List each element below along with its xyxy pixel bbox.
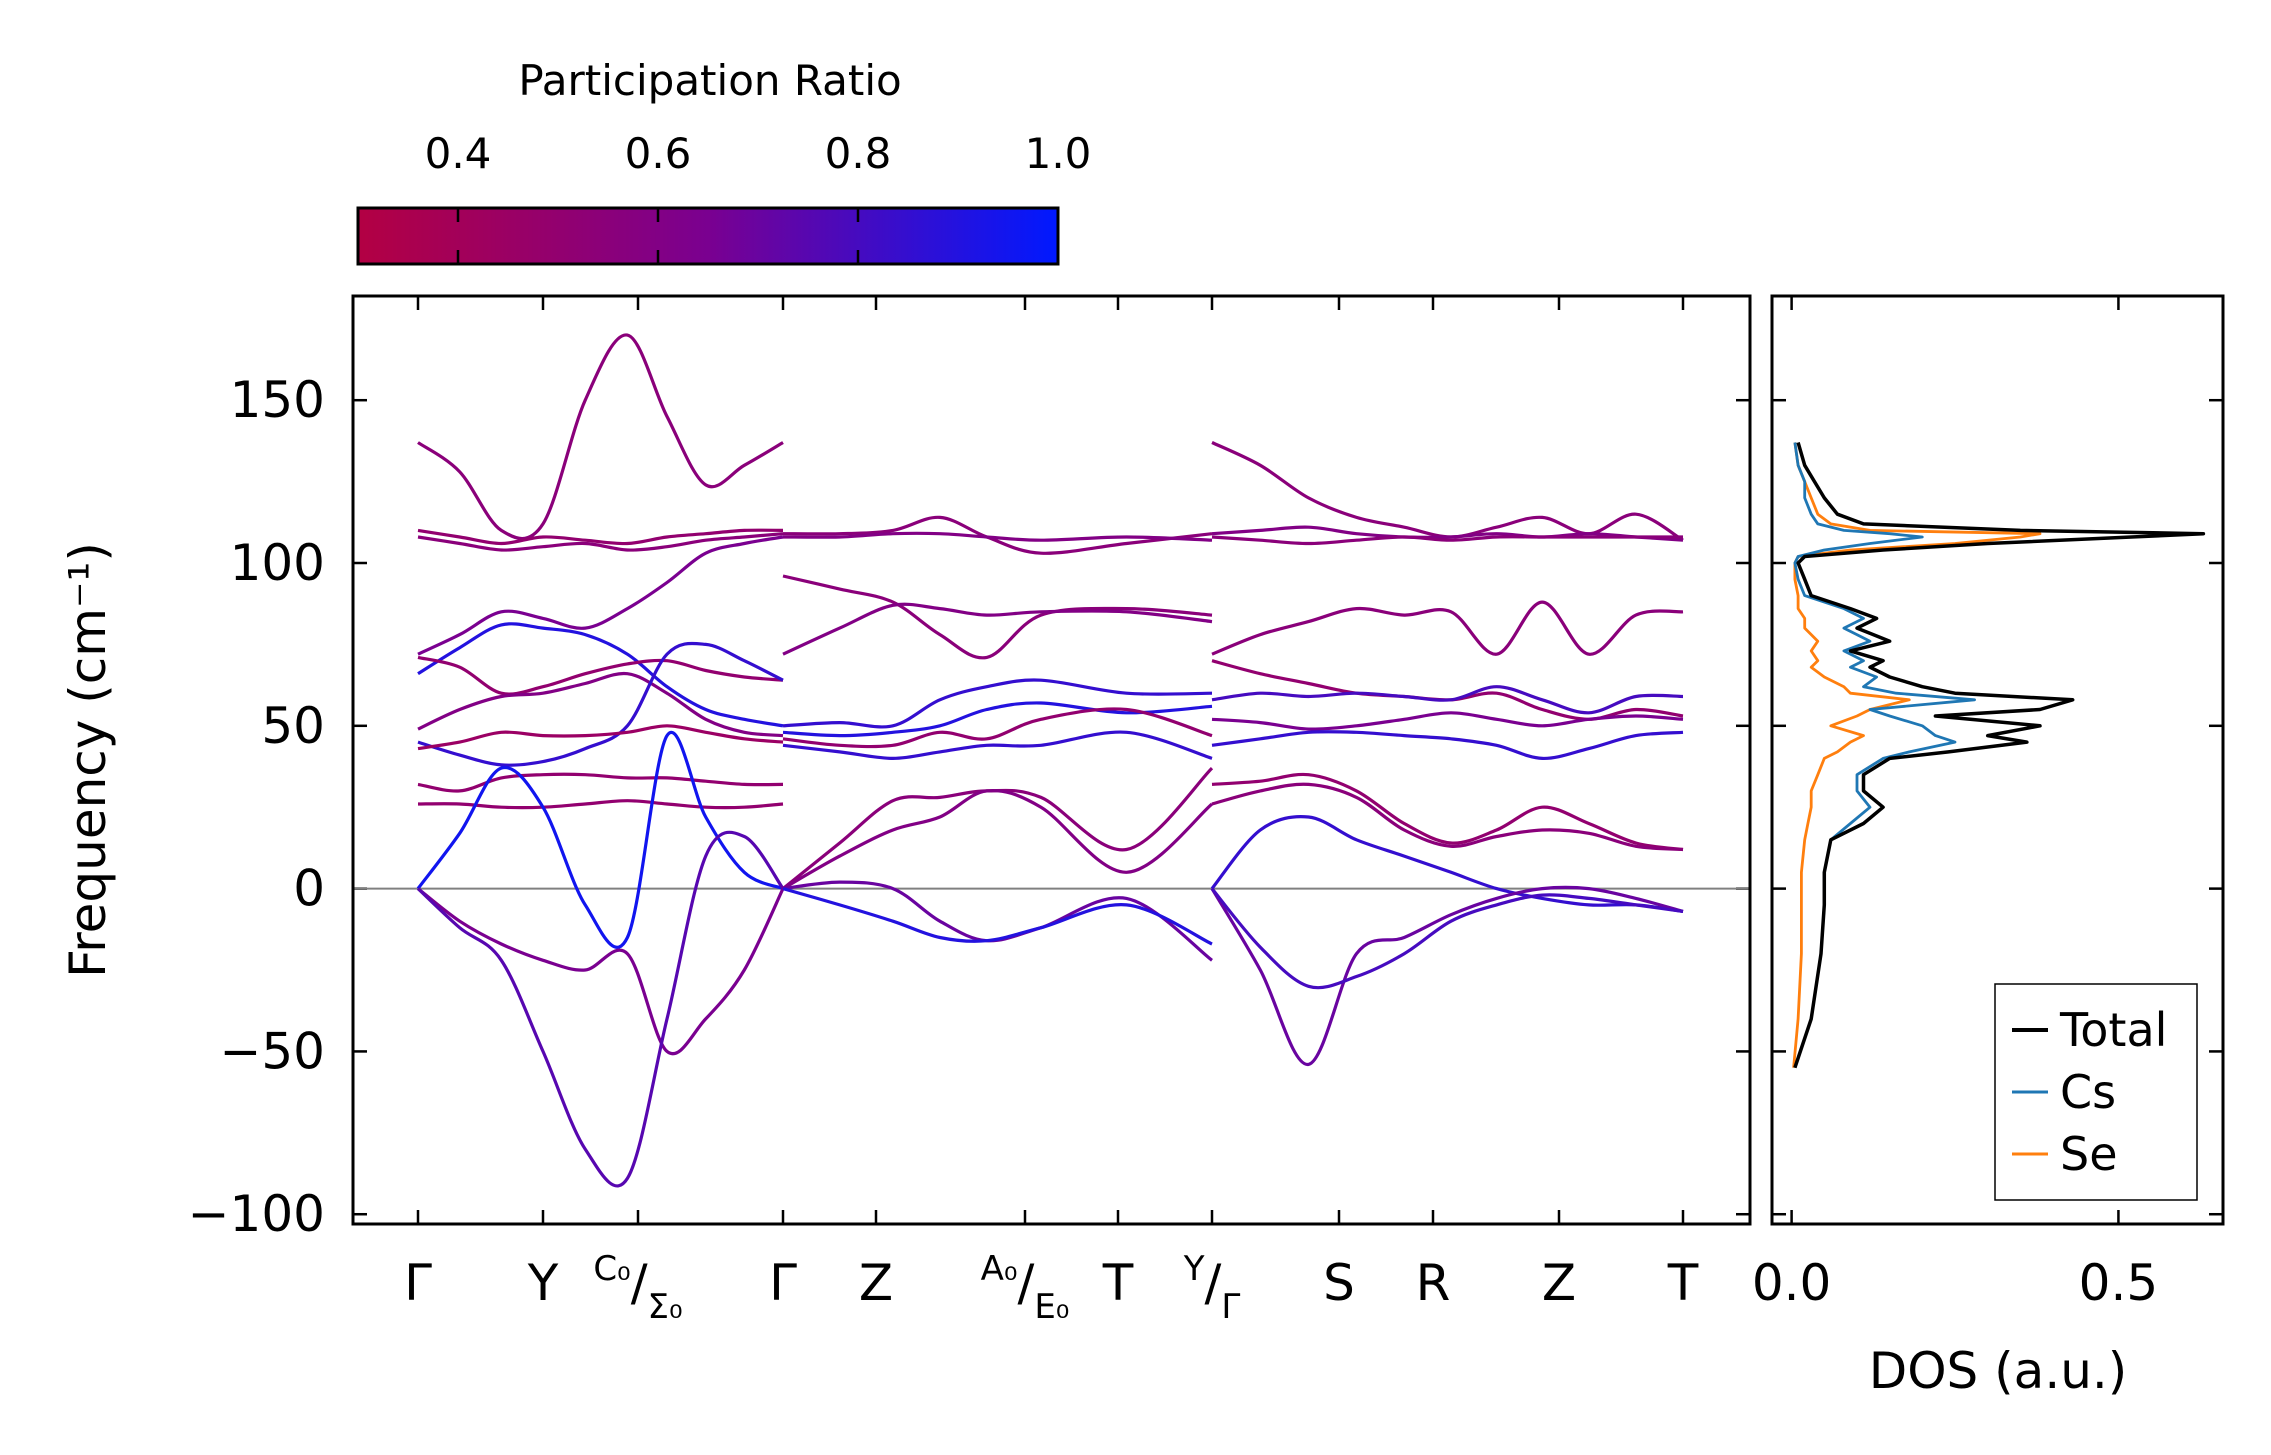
band-line-32	[1211, 711, 1684, 731]
band-line-33	[1211, 730, 1684, 761]
band-line-3	[417, 535, 784, 656]
y-axis-label: Frequency (cm⁻¹)	[59, 542, 117, 978]
x-tick-label: S	[1323, 1254, 1355, 1312]
band-line-14	[782, 515, 1213, 555]
band-line-21	[782, 730, 1213, 760]
x-tick-label: Γ	[404, 1254, 432, 1312]
band-line-0	[417, 333, 784, 541]
dos-y-ticks	[1772, 398, 2223, 1216]
x-tick-label: Z	[859, 1254, 893, 1312]
band-line-24	[782, 880, 1213, 962]
x-tick-label: T	[1102, 1254, 1134, 1312]
dos-line-total	[1793, 442, 2206, 1069]
band-line-19	[782, 701, 1213, 738]
y-tick-label: −100	[188, 1185, 325, 1243]
legend-items: Total Cs Se	[2012, 1003, 2167, 1181]
band-line-38	[1210, 887, 1684, 990]
band-line-34	[1211, 772, 1684, 852]
band-y-ticks: 150 100 50 0 −50 −100	[188, 371, 1750, 1243]
legend-label-se: Se	[2060, 1127, 2118, 1181]
dos-x-tick-label: 0.5	[2079, 1254, 2159, 1312]
dos-x-tick-label: 0.0	[1752, 1254, 1832, 1312]
dos-plot-frame	[1770, 294, 2225, 1226]
colorbar-ticks: 0.4 0.6 0.8 1.0	[425, 129, 1092, 264]
band-line-2	[417, 532, 784, 552]
x-tick-label: Z	[1542, 1254, 1576, 1312]
band-line-36	[1210, 815, 1684, 913]
x-tick-label: Γ	[769, 1254, 797, 1312]
band-line-7	[417, 641, 784, 767]
colorbar-tick-label: 1.0	[1025, 129, 1092, 178]
band-line-8	[417, 724, 784, 751]
band-plot-frame	[351, 294, 1752, 1226]
band-line-27	[1211, 525, 1684, 542]
band-line-6	[417, 671, 784, 738]
dos-curves	[1792, 442, 2206, 1069]
dos-line-se	[1792, 442, 2042, 1068]
band-line-29	[1211, 600, 1684, 656]
dos-line-cs	[1793, 442, 1976, 1069]
band-line-4	[417, 622, 784, 728]
x-tick-label: Y	[527, 1254, 559, 1312]
legend-label-cs: Cs	[2060, 1065, 2116, 1119]
band-line-5	[417, 655, 784, 696]
band-line-23	[782, 788, 1214, 890]
legend-label-total: Total	[2059, 1003, 2167, 1057]
band-line-35	[1211, 782, 1684, 852]
band-line-16	[782, 574, 1213, 660]
phonon-bands	[416, 333, 1684, 1188]
colorbar-tick-label: 0.4	[425, 129, 492, 178]
band-line-10	[417, 799, 784, 810]
dos-panel: 0.0 0.5 DOS (a.u.) Total Cs Se	[1752, 294, 2225, 1400]
x-tick-label: C₀/Σ₀	[593, 1249, 682, 1327]
band-line-9	[417, 772, 784, 793]
band-line-30	[1211, 659, 1684, 721]
band-line-18	[782, 678, 1213, 729]
band-line-11	[416, 730, 784, 949]
band-line-25	[782, 887, 1213, 946]
band-line-22	[781, 766, 1214, 890]
colorbar-tick-label: 0.6	[625, 129, 692, 178]
y-tick-label: 50	[261, 697, 325, 755]
band-line-15	[782, 531, 1213, 542]
band-line-17	[782, 602, 1213, 656]
y-tick-label: 100	[230, 534, 325, 592]
x-tick-label: T	[1667, 1254, 1699, 1312]
band-x-ticks: Γ Y C₀/Σ₀ Γ Z A₀/E₀ T Y/Γ S R Z T	[404, 296, 1699, 1327]
band-line-13	[416, 830, 785, 1188]
x-tick-label: Y/Γ	[1183, 1249, 1241, 1327]
y-tick-label: 150	[230, 371, 325, 429]
band-line-20	[782, 707, 1213, 749]
x-tick-label: A₀/E₀	[981, 1249, 1070, 1327]
x-tick-label: R	[1416, 1254, 1451, 1312]
colorbar: Participation Ratio 0.4 0.6 0.8 1.0	[356, 56, 1092, 266]
band-line-28	[1211, 535, 1683, 546]
colorbar-tick-label: 0.8	[825, 129, 892, 178]
colorbar-gradient	[356, 206, 1060, 266]
colorbar-title: Participation Ratio	[518, 56, 901, 105]
band-line-1	[417, 528, 784, 546]
dos-x-axis-label: DOS (a.u.)	[1869, 1342, 2128, 1400]
band-line-26	[1211, 441, 1684, 542]
y-tick-label: 0	[293, 860, 325, 918]
y-tick-label: −50	[219, 1022, 325, 1080]
band-line-12	[417, 887, 785, 1056]
band-line-37	[1210, 885, 1684, 1066]
legend: Total Cs Se	[1994, 983, 2198, 1201]
band-line-31	[1211, 685, 1684, 715]
dos-x-ticks: 0.0 0.5	[1752, 296, 2158, 1312]
